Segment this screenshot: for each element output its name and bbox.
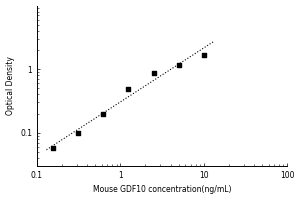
Point bbox=[51, 146, 56, 149]
Point bbox=[151, 72, 156, 75]
Point bbox=[126, 88, 131, 91]
Point bbox=[176, 64, 181, 67]
Point bbox=[201, 53, 206, 56]
Point bbox=[101, 112, 106, 115]
Y-axis label: Optical Density: Optical Density bbox=[6, 56, 15, 115]
X-axis label: Mouse GDF10 concentration(ng/mL): Mouse GDF10 concentration(ng/mL) bbox=[93, 185, 231, 194]
Point bbox=[76, 131, 81, 134]
